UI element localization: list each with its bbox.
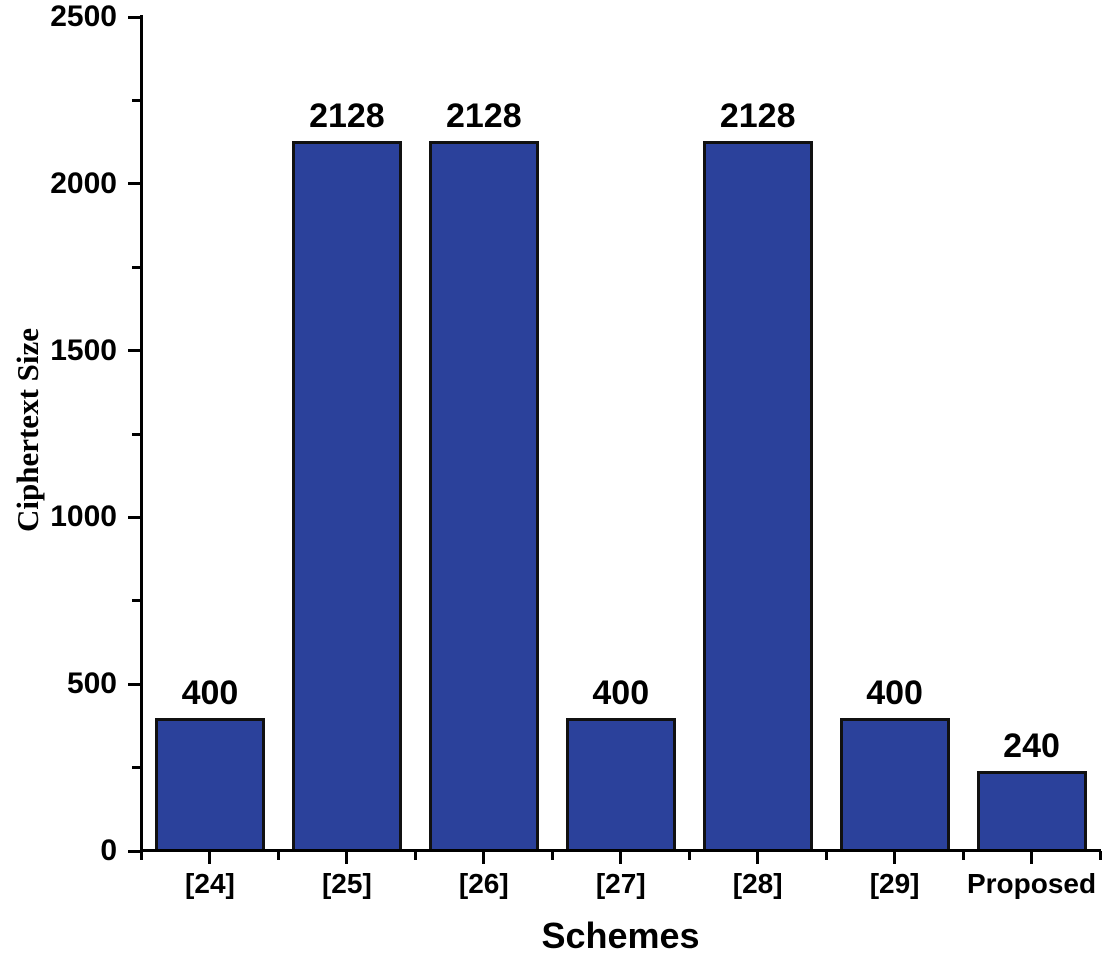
x-minor-tick [961, 851, 965, 860]
bar-value-label: 2128 [309, 97, 385, 136]
y-major-tick [128, 682, 140, 686]
y-minor-tick [132, 599, 140, 603]
x-tick-label: [26] [458, 868, 509, 899]
x-minor-tick [687, 851, 691, 860]
x-major-tick [208, 851, 212, 864]
y-tick-label: 500 [66, 667, 117, 701]
bar-value-label: 400 [866, 673, 923, 712]
x-tick-label: [27] [595, 868, 646, 899]
x-tick-label: [29] [869, 868, 920, 899]
x-tick-label: [25] [321, 868, 372, 899]
x-major-tick [1030, 851, 1034, 864]
y-tick-label: 0 [100, 834, 117, 867]
x-minor-tick [550, 851, 554, 860]
bar [565, 717, 676, 852]
bar [154, 717, 265, 852]
x-minor-tick [1098, 851, 1102, 860]
y-minor-tick [132, 265, 140, 269]
y-axis-line [140, 15, 143, 852]
x-minor-tick [140, 851, 143, 860]
bar [702, 141, 813, 852]
y-minor-tick [132, 766, 140, 770]
bar-value-label: 400 [592, 673, 650, 712]
y-tick-label: 1000 [50, 500, 117, 534]
y-major-tick [128, 182, 140, 186]
bar-value-label: 2128 [719, 97, 796, 136]
y-tick-label: 2500 [50, 0, 117, 33]
x-major-tick [756, 851, 760, 864]
x-major-tick [619, 851, 623, 864]
y-major-tick [128, 515, 140, 519]
x-tick-label: Proposed [966, 868, 1097, 899]
bar-value-label: 2128 [445, 97, 522, 136]
y-tick-label: 1500 [50, 333, 117, 367]
bar [291, 141, 402, 852]
x-major-tick [893, 851, 897, 864]
x-major-tick [345, 851, 349, 864]
y-major-tick [128, 349, 140, 353]
x-tick-label: [24] [185, 868, 235, 899]
y-tick-label: 2000 [50, 166, 117, 200]
bar [428, 141, 539, 852]
x-minor-tick [276, 851, 280, 860]
y-major-tick [128, 849, 140, 853]
x-tick-label: [28] [732, 868, 783, 899]
x-major-tick [482, 851, 486, 864]
y-axis-label: Ciphertext Size [10, 327, 45, 533]
x-axis-label: Schemes [541, 915, 700, 956]
x-axis-line [140, 849, 1101, 852]
bar [839, 717, 950, 852]
y-major-tick [128, 15, 140, 19]
y-minor-tick [132, 98, 140, 102]
bar-value-label: 400 [181, 673, 239, 712]
x-minor-tick [413, 851, 417, 860]
bar-value-label: 240 [1003, 726, 1060, 765]
y-minor-tick [132, 432, 140, 436]
bar [976, 770, 1087, 852]
x-minor-tick [824, 851, 828, 860]
